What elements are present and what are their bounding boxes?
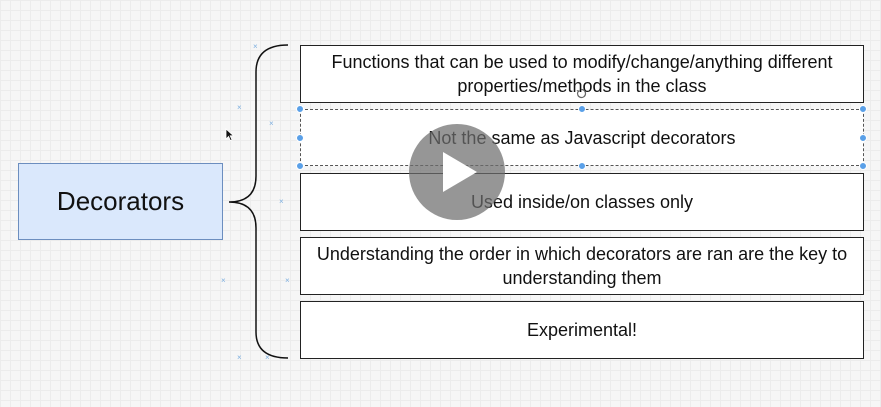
connection-point-icon: ×	[285, 276, 290, 285]
play-button[interactable]	[409, 124, 505, 220]
connection-point-icon: ×	[265, 353, 270, 362]
resize-handle-right[interactable]	[859, 134, 867, 142]
decorators-node-label: Decorators	[56, 186, 185, 216]
decorators-node[interactable]: Decorators	[18, 163, 223, 240]
resize-handle-top-left[interactable]	[296, 105, 304, 113]
resize-handle-top-right[interactable]	[859, 105, 867, 113]
connection-point-icon: ×	[253, 42, 258, 51]
connection-point-icon: ×	[237, 103, 242, 112]
resize-handle-top[interactable]	[578, 105, 586, 113]
resize-handle-bottom-right[interactable]	[859, 162, 867, 170]
connection-point-icon: ×	[237, 353, 242, 362]
resize-handle-bottom[interactable]	[578, 162, 586, 170]
item-text-2: Not the same as Javascript decorators	[428, 127, 736, 148]
play-icon	[443, 152, 477, 192]
rotate-handle-icon[interactable]	[576, 88, 587, 99]
item-text-3: Used inside/on classes only	[470, 192, 694, 212]
connection-point-icon: ×	[279, 197, 284, 206]
item-box-5[interactable]: Experimental!	[300, 301, 864, 359]
resize-handle-left[interactable]	[296, 134, 304, 142]
item-box-3[interactable]: Used inside/on classes only	[300, 173, 864, 231]
item-text-4: Understanding the order in which decorat…	[316, 244, 848, 288]
item-text-1: Functions that can be used to modify/cha…	[331, 52, 833, 96]
item-box-2[interactable]: Not the same as Javascript decorators	[300, 109, 864, 166]
mouse-cursor-icon	[225, 128, 235, 142]
connection-point-icon: ×	[269, 119, 274, 128]
resize-handle-bottom-left[interactable]	[296, 162, 304, 170]
item-box-1[interactable]: Functions that can be used to modify/cha…	[300, 45, 864, 103]
item-box-4[interactable]: Understanding the order in which decorat…	[300, 237, 864, 295]
connection-point-icon: ×	[221, 276, 226, 285]
item-text-5: Experimental!	[526, 320, 638, 340]
